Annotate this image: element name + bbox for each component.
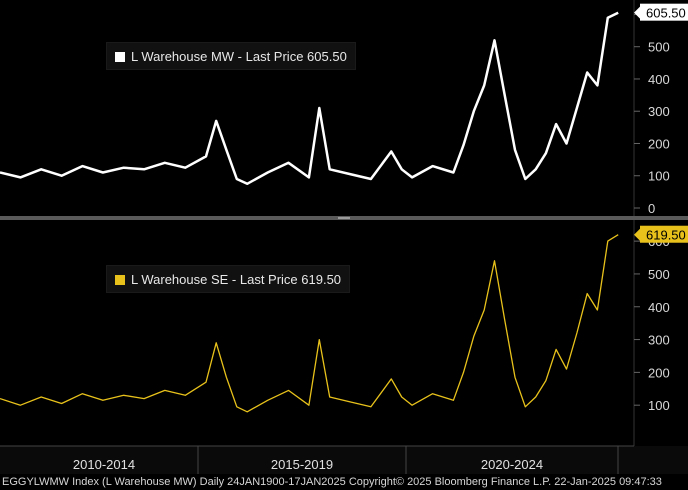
y-tick-label-1-1: 500 (648, 267, 670, 282)
last-price-label-0: 605.50 (646, 6, 686, 21)
legend-bottom[interactable]: L Warehouse SE - Last Price 619.50 (106, 265, 351, 293)
x-tick-label-2: 2020-2024 (481, 457, 543, 472)
footer-text: EGGYLWMW Index (L Warehouse MW) Daily 24… (2, 476, 662, 488)
y-tick-label-1-4: 200 (648, 365, 670, 380)
footer-bar: EGGYLWMW Index (L Warehouse MW) Daily 24… (0, 474, 688, 490)
y-tick-label-0-2: 400 (648, 72, 670, 87)
chart-area: 2010-2014 2015-2019 2020-2024 6005004003… (0, 0, 688, 474)
last-price-tag-0 (640, 3, 688, 21)
last-price-pointer-0 (634, 6, 640, 19)
x-tick-label-0: 2010-2014 (73, 457, 135, 472)
legend-bottom-text: L Warehouse SE - Last Price 619.50 (131, 272, 342, 287)
y-tick-label-0-5: 100 (648, 169, 670, 184)
y-tick-label-1-3: 300 (648, 333, 670, 348)
legend-swatch-yellow (115, 274, 125, 285)
last-price-tag-1 (640, 225, 688, 243)
legend-top-text: L Warehouse MW - Last Price 605.50 (131, 49, 347, 64)
y-tick-label-1-5: 100 (648, 398, 670, 413)
y-tick-label-0-6: 0 (648, 201, 655, 216)
series-line-1-0 (0, 234, 619, 413)
y-tick-label-1-2: 400 (648, 300, 670, 315)
last-price-label-1: 619.50 (646, 228, 686, 243)
x-tick-label-1: 2015-2019 (271, 457, 333, 472)
y-tick-label-0-3: 300 (648, 104, 670, 119)
y-tick-label-0-1: 500 (648, 40, 670, 55)
last-price-pointer-1 (634, 228, 640, 241)
divider-grip[interactable] (338, 217, 350, 219)
legend-top[interactable]: L Warehouse MW - Last Price 605.50 (106, 42, 356, 70)
legend-swatch-white (115, 51, 125, 62)
y-tick-label-0-4: 200 (648, 136, 670, 151)
series-line-0-0 (0, 11, 619, 186)
